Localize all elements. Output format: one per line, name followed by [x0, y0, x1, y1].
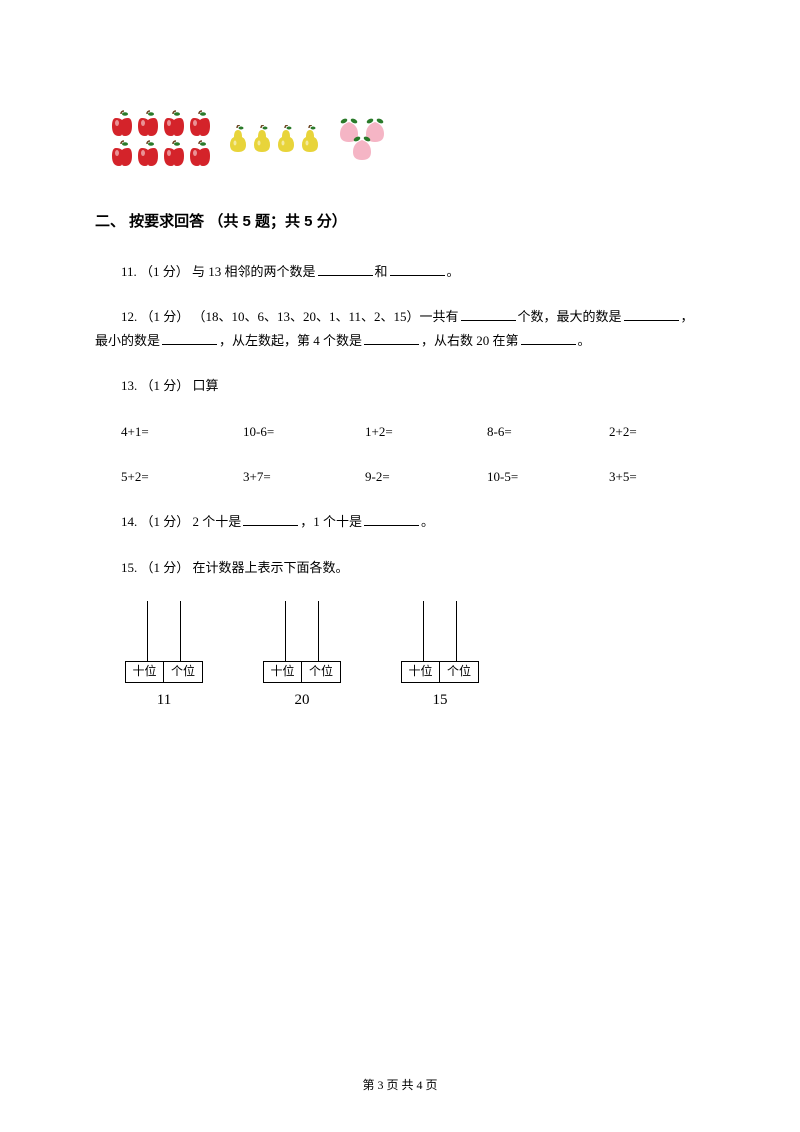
apple-icon [188, 110, 212, 138]
calc-item: 5+2= [95, 465, 217, 488]
calc-item: 2+2= [583, 420, 705, 443]
fruit-illustration [110, 110, 705, 168]
q12-text: ，从左数起，第 4 个数是 [219, 333, 362, 348]
blank-input[interactable] [162, 331, 217, 345]
calc-item: 8-6= [461, 420, 583, 443]
blank-input[interactable] [364, 512, 419, 526]
counter-ones-label: 个位 [302, 662, 340, 682]
peach-group [336, 117, 388, 161]
apple-icon [188, 140, 212, 168]
counter-2: 十位 个位 20 [263, 601, 341, 714]
pear-group [227, 125, 321, 153]
counter-tens-label: 十位 [402, 662, 440, 682]
q12-text: 12. （1 分） （18、10、6、13、20、1、11、2、15）一共有 [121, 309, 459, 324]
counter-tens-label: 十位 [264, 662, 302, 682]
question-12: 12. （1 分） （18、10、6、13、20、1、11、2、15）一共有 个数… [95, 305, 705, 352]
calc-item: 10-6= [217, 420, 339, 443]
counter-rod [285, 601, 286, 661]
blank-input[interactable] [318, 262, 373, 276]
counter-value: 11 [157, 687, 171, 714]
apple-icon [162, 140, 186, 168]
blank-input[interactable] [461, 307, 516, 321]
q11-mid: 和 [375, 264, 388, 279]
q12-text: 个数，最大的数是 [518, 309, 622, 324]
q14-text: 。 [421, 514, 434, 529]
counter-value: 20 [295, 687, 310, 714]
calc-item: 3+7= [217, 465, 339, 488]
calc-item: 10-5= [461, 465, 583, 488]
apple-icon [110, 110, 134, 138]
pear-icon [251, 125, 273, 153]
counter-ones-label: 个位 [440, 662, 478, 682]
question-14: 14. （1 分） 2 个十是 ，1 个十是 。 [95, 510, 705, 533]
counter-rod [456, 601, 457, 661]
counter-rod [147, 601, 148, 661]
blank-input[interactable] [521, 331, 576, 345]
question-11: 11. （1 分） 与 13 相邻的两个数是 和 。 [95, 260, 705, 283]
counter-rod [423, 601, 424, 661]
blank-input[interactable] [624, 307, 679, 321]
q11-suffix: 。 [447, 264, 460, 279]
blank-input[interactable] [390, 262, 445, 276]
calc-row-2: 5+2= 3+7= 9-2= 10-5= 3+5= [95, 465, 705, 488]
counter-ones-label: 个位 [164, 662, 202, 682]
calc-item: 1+2= [339, 420, 461, 443]
peach-icon [349, 135, 375, 161]
pear-icon [275, 125, 297, 153]
counter-tens-label: 十位 [126, 662, 164, 682]
counter-row: 十位 个位 11 十位 个位 20 十位 个位 15 [125, 601, 705, 714]
counter-1: 十位 个位 11 [125, 601, 203, 714]
question-13-title: 13. （1 分） 口算 [95, 374, 705, 397]
apple-icon [136, 140, 160, 168]
calc-item: 4+1= [95, 420, 217, 443]
calc-row-1: 4+1= 10-6= 1+2= 8-6= 2+2= [95, 420, 705, 443]
calc-item: 3+5= [583, 465, 705, 488]
q12-text: 。 [578, 333, 591, 348]
apple-group [110, 110, 212, 168]
pear-icon [227, 125, 249, 153]
q12-text: ，从右数 20 在第 [421, 333, 519, 348]
blank-input[interactable] [364, 331, 419, 345]
blank-input[interactable] [243, 512, 298, 526]
counter-rod [318, 601, 319, 661]
q14-text: 14. （1 分） 2 个十是 [121, 514, 241, 529]
q11-prefix: 11. （1 分） 与 13 相邻的两个数是 [121, 264, 316, 279]
q14-text: ，1 个十是 [300, 514, 362, 529]
pear-icon [299, 125, 321, 153]
section-title: 二、 按要求回答 （共 5 题；共 5 分） [95, 208, 705, 235]
page-footer: 第 3 页 共 4 页 [0, 1075, 800, 1097]
q12-text: 最小的数是 [95, 333, 160, 348]
apple-icon [110, 140, 134, 168]
counter-rod [180, 601, 181, 661]
apple-icon [136, 110, 160, 138]
question-15-title: 15. （1 分） 在计数器上表示下面各数。 [95, 556, 705, 579]
counter-3: 十位 个位 15 [401, 601, 479, 714]
q12-text: ， [681, 309, 694, 324]
apple-icon [162, 110, 186, 138]
calc-item: 9-2= [339, 465, 461, 488]
counter-value: 15 [433, 687, 448, 714]
